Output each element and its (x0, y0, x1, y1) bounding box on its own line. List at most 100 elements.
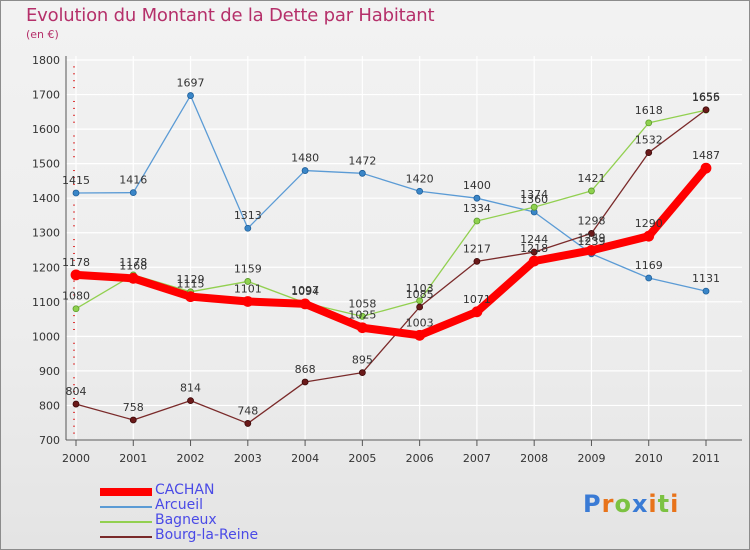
data-label-bagneux: 1374 (520, 188, 548, 201)
data-label-bagneux: 1129 (177, 273, 205, 286)
data-label-bourg-la-reine: 1298 (577, 214, 605, 227)
y-tick-label: 1300 (32, 227, 60, 240)
data-point-bourg-la-reine (473, 257, 481, 265)
data-point-bagneux (588, 187, 595, 195)
data-point-cachan (414, 329, 426, 341)
data-label-bagneux: 1618 (635, 104, 663, 117)
data-label-arcueil: 1420 (406, 172, 434, 185)
data-label-arcueil: 1415 (62, 174, 90, 187)
data-label-cachan: 1025 (348, 309, 376, 322)
data-point-arcueil (301, 167, 309, 174)
logo-letter: i (648, 490, 658, 518)
series-line-arcueil (75, 94, 707, 292)
data-point-arcueil (645, 274, 653, 282)
data-label-arcueil: 1313 (234, 209, 262, 222)
logo-letter: o (614, 490, 632, 518)
series-line-bourg-la-reine (75, 109, 707, 425)
x-tick-label: 2003 (234, 452, 262, 465)
data-point-bagneux (645, 119, 653, 127)
x-tick-label: 2008 (520, 452, 548, 465)
data-point-cachan (299, 298, 311, 310)
y-tick-label: 1100 (32, 296, 60, 309)
data-point-arcueil (129, 189, 137, 197)
x-tick-label: 2002 (177, 452, 205, 465)
data-label-cachan: 1101 (234, 282, 262, 295)
data-label-bourg-la-reine: 1244 (520, 233, 548, 246)
data-point-cachan (700, 162, 712, 174)
data-point-bourg-la-reine (244, 420, 252, 427)
x-tick-label: 2004 (291, 452, 319, 465)
data-label-arcueil: 1239 (577, 235, 605, 248)
series-line-bagneux (75, 109, 707, 317)
legend-swatch (100, 488, 152, 496)
data-label-bourg-la-reine: 868 (295, 363, 316, 376)
logo-letter: P (583, 490, 602, 518)
data-point-cachan (643, 230, 655, 242)
data-label-cachan: 1094 (291, 285, 319, 298)
data-label-arcueil: 1131 (692, 272, 720, 285)
data-label-cachan: 1290 (635, 217, 663, 230)
data-point-bourg-la-reine (72, 400, 80, 408)
data-label-bourg-la-reine: 1532 (635, 134, 663, 147)
x-tick-label: 2006 (406, 452, 434, 465)
data-point-bourg-la-reine (129, 416, 137, 424)
data-label-arcueil: 1472 (348, 154, 376, 167)
data-label-cachan: 1218 (520, 242, 548, 255)
legend-label: Bagneux (155, 512, 217, 528)
data-point-arcueil (358, 169, 366, 177)
data-label-cachan: 1249 (577, 231, 605, 244)
x-tick-label: 2011 (692, 452, 720, 465)
x-tick-label: 2009 (577, 452, 605, 465)
x-tick-label: 2005 (348, 452, 376, 465)
data-label-bourg-la-reine: 1656 (692, 91, 720, 104)
data-point-bourg-la-reine (358, 369, 366, 377)
data-label-cachan: 1487 (692, 149, 720, 162)
data-point-bourg-la-reine (588, 230, 595, 237)
x-tick-label: 2000 (62, 452, 90, 465)
data-label-cachan: 1168 (119, 259, 147, 272)
y-tick-label: 900 (39, 365, 60, 378)
data-point-cachan (127, 272, 139, 284)
data-label-bourg-la-reine: 895 (352, 354, 373, 367)
data-label-bagneux: 1058 (348, 297, 376, 310)
data-label-bourg-la-reine: 1085 (406, 288, 434, 301)
legend-swatch (100, 506, 152, 508)
data-label-arcueil: 1697 (177, 77, 205, 90)
data-point-bagneux (530, 203, 538, 211)
data-label-bagneux: 1178 (119, 256, 147, 269)
data-label-cachan: 1178 (62, 256, 90, 269)
data-label-bagneux: 1655 (692, 91, 720, 104)
data-label-cachan: 1003 (406, 316, 434, 329)
y-tick-label: 1800 (32, 54, 60, 67)
data-point-cachan (586, 244, 597, 256)
data-label-arcueil: 1416 (119, 174, 147, 187)
y-tick-label: 1500 (32, 158, 60, 171)
logo-letter: r (601, 490, 615, 518)
data-point-bourg-la-reine (301, 378, 309, 386)
data-point-bagneux (473, 217, 481, 225)
legend-swatch (100, 536, 152, 538)
data-label-bourg-la-reine: 748 (237, 404, 258, 417)
data-point-bourg-la-reine (645, 149, 653, 156)
data-label-cachan: 1071 (463, 293, 491, 306)
data-label-arcueil: 1480 (291, 152, 319, 165)
data-point-arcueil (473, 194, 481, 202)
x-tick-label: 2010 (635, 452, 663, 465)
data-label-arcueil: 1400 (463, 179, 491, 192)
legend-label: CACHAN (155, 482, 215, 498)
data-label-arcueil: 1169 (635, 259, 663, 272)
data-label-bourg-la-reine: 1217 (463, 242, 491, 255)
data-label-bourg-la-reine: 804 (66, 385, 87, 398)
logo-letter: i (670, 490, 680, 518)
data-label-bagneux: 1159 (234, 262, 262, 275)
data-label-bagneux: 1080 (62, 290, 90, 303)
y-tick-label: 1700 (32, 89, 60, 102)
data-label-bagneux: 1097 (291, 284, 319, 297)
data-point-cachan (471, 306, 483, 318)
legend-label: Bourg-la-Reine (155, 527, 259, 543)
data-label-bagneux: 1421 (577, 172, 605, 185)
data-point-bagneux (72, 305, 80, 313)
y-tick-label: 1600 (32, 123, 60, 136)
data-point-arcueil (244, 224, 252, 232)
